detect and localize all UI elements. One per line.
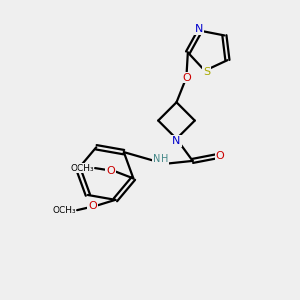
Text: S: S bbox=[203, 67, 210, 77]
Text: O: O bbox=[106, 166, 115, 176]
Text: O: O bbox=[216, 152, 224, 161]
Text: O: O bbox=[88, 201, 97, 211]
Text: OCH₃: OCH₃ bbox=[70, 164, 94, 172]
Text: OCH₃: OCH₃ bbox=[52, 206, 76, 214]
Text: N: N bbox=[172, 136, 181, 146]
Text: H: H bbox=[161, 154, 168, 164]
Text: N: N bbox=[195, 25, 203, 34]
Text: N: N bbox=[153, 154, 160, 164]
Text: O: O bbox=[182, 73, 191, 82]
